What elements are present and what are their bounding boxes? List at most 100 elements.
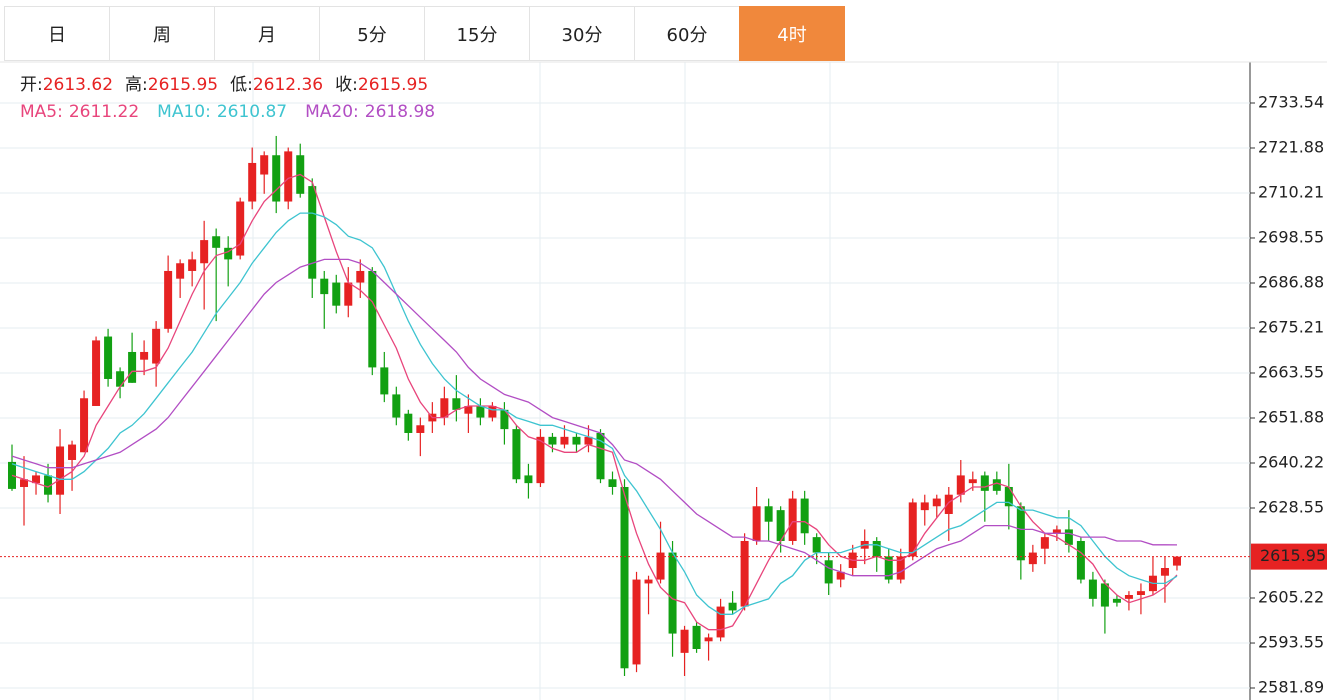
candle-body <box>512 429 521 480</box>
tab[interactable]: 30分 <box>529 6 635 61</box>
candle-body <box>956 475 965 495</box>
y-tick-label: 2640.22 <box>1258 452 1324 471</box>
candle-body <box>752 506 761 541</box>
ma-line <box>11 173 1178 631</box>
candle-body <box>1076 540 1085 580</box>
candle-body <box>1136 591 1145 595</box>
ohlc-value: 2612.36 <box>253 75 323 95</box>
y-tick-label: 2675.21 <box>1258 318 1324 337</box>
candle-body <box>656 552 665 580</box>
ma-legend-label: MA20: <box>305 102 359 122</box>
ma-line <box>11 258 1178 577</box>
candle-body <box>344 282 353 306</box>
candle-body <box>548 436 557 445</box>
candle-body <box>332 282 341 306</box>
ma-legend-label: MA10: <box>157 102 211 122</box>
candle-body <box>392 394 401 418</box>
candle-body <box>308 186 317 279</box>
candle-body <box>584 436 593 445</box>
candle-body <box>212 236 221 248</box>
candle-body <box>800 498 809 534</box>
candle-body <box>980 475 989 491</box>
candle-body <box>668 552 677 634</box>
candle-body <box>1088 579 1097 599</box>
ma-legend-value: 2611.22 <box>69 102 139 122</box>
candle-body <box>80 398 89 453</box>
candle-body <box>488 405 497 418</box>
ma-legend-value: 2618.98 <box>365 102 435 122</box>
candle-body <box>1172 556 1181 566</box>
candle-body <box>284 151 293 202</box>
candle-body <box>692 625 701 650</box>
tab[interactable]: 月 <box>214 6 320 61</box>
tab-bar: 日周月 5分 15分 30分 60分 4时 <box>4 6 845 61</box>
candle-body <box>1112 598 1121 603</box>
candle-body <box>716 606 725 638</box>
candle-body <box>884 556 893 580</box>
ohlc-value: 2613.62 <box>43 75 113 95</box>
tab[interactable]: 5分 <box>319 6 425 61</box>
candle-body <box>824 560 833 584</box>
ohlc-value: 2615.95 <box>358 75 428 95</box>
candle-body <box>632 579 641 665</box>
candle-body <box>236 201 245 256</box>
candle-body <box>908 502 917 557</box>
ohlc-label: 收: <box>335 75 358 95</box>
candle-body <box>1004 486 1013 507</box>
candle-body <box>872 540 881 557</box>
tab[interactable]: 日 <box>4 6 110 61</box>
candle-body <box>20 479 29 487</box>
candle-body <box>92 340 101 406</box>
y-tick-label: 2686.88 <box>1258 272 1324 291</box>
candle-body <box>380 367 389 395</box>
y-tick-label: 2698.55 <box>1258 227 1324 246</box>
candle-body <box>1028 552 1037 565</box>
candle-body <box>464 405 473 414</box>
candle-body <box>116 371 125 387</box>
tab[interactable]: 15分 <box>424 6 530 61</box>
ma-info: MA5: 2611.22 MA10: 2610.87 MA20: 2618.98 <box>20 102 435 122</box>
candle-body <box>572 436 581 445</box>
ohlc-info: 开:2613.62 高:2615.95 低:2612.36 收:2615.95 <box>20 75 428 95</box>
tab[interactable]: 4时 <box>739 6 845 61</box>
y-tick-label: 2581.89 <box>1258 678 1324 697</box>
candle-body <box>1160 567 1169 576</box>
candle-body <box>524 475 533 484</box>
candle-body <box>812 537 821 553</box>
candle-body <box>896 556 905 580</box>
candle-body <box>776 510 785 541</box>
candle-body <box>404 413 413 433</box>
candle-body <box>416 425 425 433</box>
candle-body <box>176 263 185 279</box>
tab[interactable]: 周 <box>109 6 215 61</box>
candle-body <box>788 498 797 541</box>
candle-body <box>32 475 41 484</box>
candle-body <box>968 479 977 484</box>
tab[interactable]: 60分 <box>634 6 740 61</box>
candle-body <box>644 579 653 584</box>
candle-body <box>200 240 209 264</box>
candle-body <box>272 155 281 202</box>
candle-body <box>1064 529 1073 545</box>
candle-body <box>680 629 689 653</box>
ma-legend-value: 2610.87 <box>217 102 287 122</box>
candle-body <box>476 405 485 418</box>
candle-body <box>248 162 257 202</box>
y-tick-label: 2710.21 <box>1258 183 1324 202</box>
candle-body <box>836 571 845 580</box>
candle-body <box>932 498 941 507</box>
candle-body <box>44 475 53 495</box>
candle-body <box>128 351 137 383</box>
ohlc-label: 高: <box>125 75 148 95</box>
candle-body <box>320 278 329 295</box>
candle-body <box>140 351 149 360</box>
y-tick-label: 2733.54 <box>1258 93 1324 112</box>
candle-body <box>368 270 377 368</box>
ohlc-value: 2615.95 <box>148 75 218 95</box>
y-tick-label: 2651.88 <box>1258 408 1324 427</box>
candle-body <box>992 479 1001 491</box>
y-tick-label: 2721.88 <box>1258 137 1324 156</box>
y-tick-label: 2663.55 <box>1258 362 1324 381</box>
